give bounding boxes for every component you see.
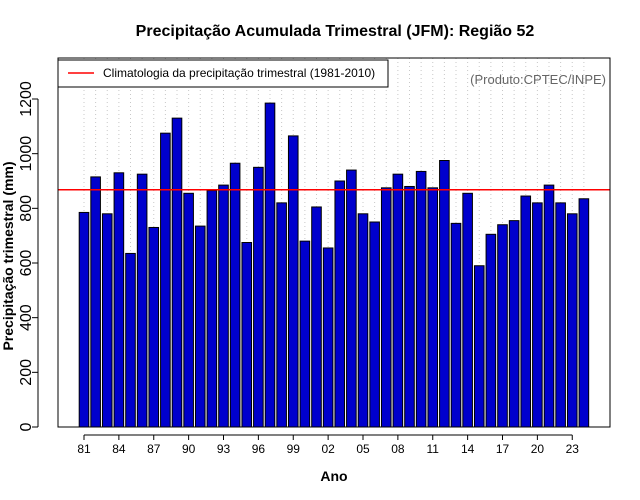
bar-2010 [415,170,427,428]
chart-title: Precipitação Acumulada Trimestral (JFM):… [136,23,535,40]
bar-1987 [148,226,160,428]
x-tick-label: 84 [112,442,126,456]
bar-2014 [462,192,473,428]
bar-1981 [78,211,90,428]
bar-2011 [427,187,439,428]
bar-1985 [125,252,136,428]
bar-2000 [299,240,311,428]
bar-2009 [404,185,415,428]
bar-1997 [264,102,276,428]
x-tick-label: 17 [496,442,510,456]
legend-box [57,59,389,88]
plot-frame [57,57,611,428]
bar-2013 [450,222,462,428]
bar-2007 [380,187,392,428]
y-tick-label: 1000 [18,136,35,172]
bar-2006 [369,221,380,428]
bar-1984 [113,172,125,428]
bar-2022 [555,202,566,428]
bar-1988 [160,132,171,428]
x-tick-label: 23 [566,442,580,456]
y-tick-label: 200 [18,359,35,386]
bar-1999 [287,135,299,428]
bar-2002 [322,247,334,428]
bar-1995 [241,242,253,428]
bar-2012 [439,160,450,428]
y-tick-label: 600 [18,250,35,277]
bar-2017 [497,224,508,428]
x-tick-label: 20 [531,442,545,456]
bar-1982 [90,176,101,428]
bar-1989 [171,117,183,428]
x-tick-label: 90 [182,442,196,456]
bar-1994 [229,162,241,428]
bar-1990 [183,192,194,428]
bar-2008 [392,173,404,428]
x-tick-label: 96 [252,442,266,456]
bar-2019 [520,195,532,428]
y-tick-label: 1200 [18,81,35,117]
x-tick-label: 08 [391,442,405,456]
x-tick-label: 02 [321,442,335,456]
bar-2020 [532,202,543,428]
legend: Climatologia da precipitação trimestral … [57,59,389,88]
bar-2023 [566,213,578,428]
x-tick-label: 93 [217,442,231,456]
credit-text: (Produto:CPTEC/INPE) [470,72,606,87]
x-tick-label: 11 [427,442,440,456]
legend-label: Climatologia da precipitação trimestral … [103,66,375,80]
bar-1993 [218,184,229,428]
bar-1983 [101,213,113,428]
bar-2015 [473,265,485,428]
bar-2016 [485,233,497,428]
bar-2004 [346,169,357,428]
bar-1986 [136,173,148,428]
bar-2005 [357,213,369,428]
bar-1992 [206,190,218,428]
x-tick-label: 81 [77,442,91,456]
y-tick-label: 800 [18,195,35,222]
x-tick-label: 05 [356,442,370,456]
bar-1998 [276,202,287,428]
bar-2001 [311,206,322,428]
y-tick-label: 400 [18,304,35,331]
bar-2003 [334,180,346,428]
bar-2021 [543,184,555,428]
bar-1996 [253,166,264,428]
bar-1991 [194,225,206,428]
x-tick-label: 14 [461,442,475,456]
bar-2018 [508,220,520,428]
bars [78,102,590,428]
x-tick-label: 87 [147,442,161,456]
bar-2024 [578,198,590,428]
y-axis-label: Precipitação trimestral (mm) [0,161,16,350]
x-axis-label: Ano [320,468,347,484]
x-tick-label: 99 [287,442,301,456]
x-axis: 81 84 87 90 93 96 99 02 05 08 11 14 17 20 23 [77,434,580,456]
y-tick-label: 0 [18,422,35,431]
y-axis: 0 200 400 600 800 1000 1200 [18,81,39,431]
